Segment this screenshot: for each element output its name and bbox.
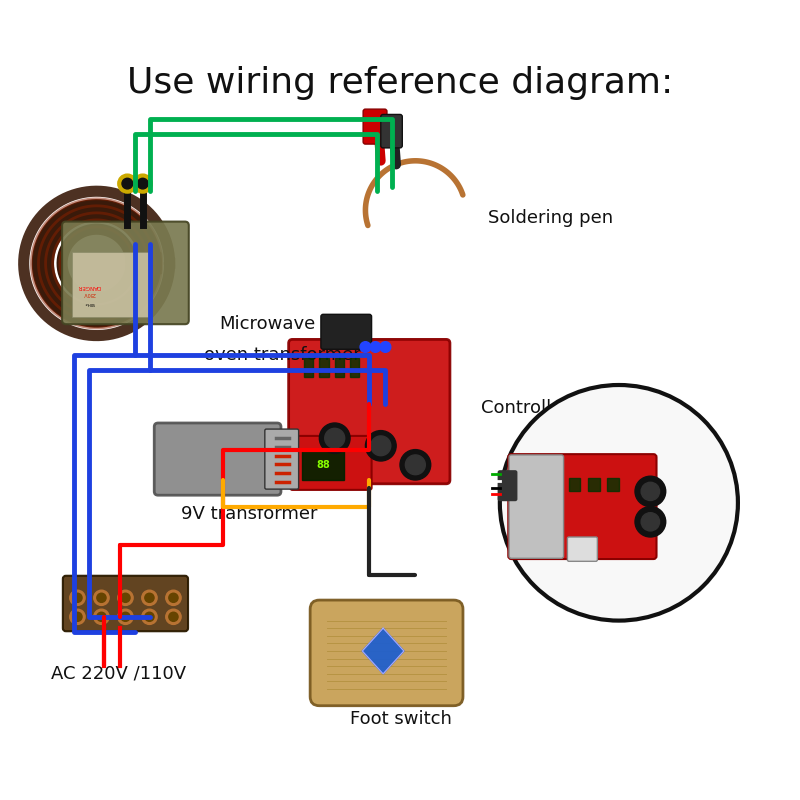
Circle shape [118,174,137,193]
Bar [72,252,149,317]
Circle shape [70,590,85,606]
Text: AC 220V /110V: AC 220V /110V [50,665,186,682]
Text: 50Hz: 50Hz [84,301,94,305]
FancyBboxPatch shape [310,600,463,706]
Circle shape [121,594,130,602]
Circle shape [145,612,154,622]
Text: Controller: Controller [481,399,570,417]
Circle shape [94,590,109,606]
Text: DANGER: DANGER [78,284,101,289]
Circle shape [370,342,381,352]
Circle shape [145,594,154,602]
FancyBboxPatch shape [567,537,598,562]
Circle shape [166,590,181,606]
Circle shape [360,342,371,352]
Circle shape [70,610,85,624]
Text: oven transformer: oven transformer [204,346,361,363]
Bar [588,478,600,491]
Circle shape [380,342,390,352]
Bar [350,358,359,378]
Circle shape [500,385,738,621]
Circle shape [366,430,396,461]
Circle shape [325,428,345,448]
Circle shape [406,455,426,474]
Circle shape [635,476,666,506]
Text: Soldering pen: Soldering pen [488,209,614,227]
FancyBboxPatch shape [154,423,281,495]
Circle shape [371,436,390,456]
Circle shape [97,594,106,602]
Circle shape [169,612,178,622]
Circle shape [122,178,133,189]
FancyBboxPatch shape [509,455,563,558]
FancyBboxPatch shape [321,314,371,350]
Text: 230V: 230V [82,291,95,296]
Bar [319,358,329,378]
Circle shape [118,610,133,624]
Circle shape [138,178,148,189]
Circle shape [118,590,133,606]
Bar [607,478,619,491]
Bar [569,478,581,491]
Circle shape [142,590,157,606]
Circle shape [142,610,157,624]
FancyBboxPatch shape [363,109,387,144]
Circle shape [73,594,82,602]
FancyBboxPatch shape [290,436,371,490]
Circle shape [97,612,106,622]
Circle shape [166,610,181,624]
Text: Use wiring reference diagram:: Use wiring reference diagram: [127,66,673,100]
Bar [302,450,344,480]
FancyBboxPatch shape [265,429,298,489]
Circle shape [94,610,109,624]
Text: 88: 88 [316,460,330,470]
Text: 9V transformer: 9V transformer [181,506,318,523]
FancyBboxPatch shape [62,222,189,324]
Bar [334,358,344,378]
FancyBboxPatch shape [289,339,450,484]
Circle shape [400,450,430,480]
Circle shape [121,612,130,622]
Text: Foot switch: Foot switch [350,710,452,728]
Circle shape [641,513,659,531]
Circle shape [319,423,350,454]
Circle shape [73,612,82,622]
Bar [304,358,314,378]
FancyBboxPatch shape [381,114,402,148]
Circle shape [169,594,178,602]
FancyBboxPatch shape [508,454,657,559]
Circle shape [134,174,152,193]
FancyBboxPatch shape [498,471,517,501]
Circle shape [635,506,666,537]
Text: Microwave: Microwave [219,315,316,333]
Circle shape [641,482,659,501]
Polygon shape [362,628,404,674]
FancyBboxPatch shape [63,576,188,631]
